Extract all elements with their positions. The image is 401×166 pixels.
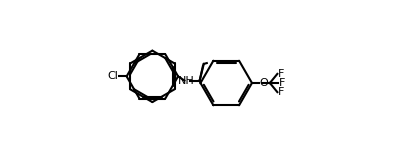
Text: F: F (279, 78, 285, 88)
Text: Cl: Cl (107, 71, 118, 81)
Text: O: O (259, 78, 268, 88)
Text: F: F (278, 69, 284, 79)
Text: NH: NH (178, 76, 195, 85)
Text: F: F (278, 87, 284, 97)
